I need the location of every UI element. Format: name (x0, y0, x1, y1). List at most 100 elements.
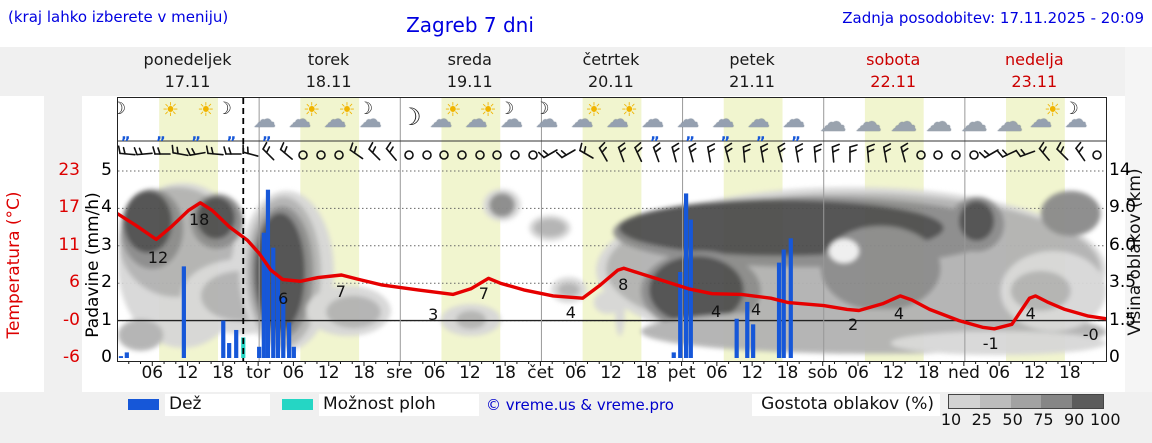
wind-calm-icon (311, 144, 331, 164)
rain-bar (745, 301, 750, 358)
wind-barb-icon (752, 143, 772, 164)
shower-bar (241, 337, 246, 358)
rain-bar (227, 343, 232, 358)
weather-icon-cloud-rain: ☁ „ (745, 101, 779, 142)
temp-value-label: 4 (894, 304, 904, 323)
weather-icon-moon-cloud: ☽ ☁ (498, 101, 532, 141)
wind-barb-icon (893, 142, 913, 164)
wind-barb-icon (346, 142, 366, 164)
wind-barb-icon (699, 143, 719, 164)
wind-barb-icon (823, 143, 843, 164)
cloud-icon: ☁ (1029, 107, 1053, 133)
rain-bar (265, 189, 271, 358)
wind-calm-icon (434, 144, 454, 164)
cloud-tick-14: 14 (1109, 160, 1131, 180)
wind-calm-icon (964, 144, 984, 164)
time-label-12: 12 (459, 363, 481, 383)
wind-barb-icon (538, 144, 560, 164)
weather-icon-sun-cloud: ☀ ☁ (569, 101, 603, 141)
day-date: 22.11 (870, 72, 917, 91)
meteogram-plot: 12 18 6 7 3 7 4 8 4 4 2 4 -1 4 -0 (118, 98, 1106, 361)
wind-barb-icon (276, 142, 296, 164)
temp-tick-11: 11 (58, 234, 80, 255)
wind-calm-icon (470, 144, 490, 164)
wind-barb-icon (611, 142, 631, 164)
rain-bar (281, 296, 286, 358)
moon-icon: ☽ (118, 101, 126, 118)
day-header-ponedeljek: ponedeljek 17.11 (117, 49, 258, 95)
wind-barb-icon (152, 144, 172, 164)
time-label-ned: ned (947, 363, 980, 383)
rain-bar (287, 322, 292, 358)
moon-icon: ☽ (534, 99, 550, 119)
wind-barb-icon (997, 144, 1019, 164)
rain-drops-icon: „ (791, 125, 803, 143)
temp-value-label: 7 (336, 282, 346, 301)
day-name: sobota (866, 50, 921, 69)
wind-calm-icon (329, 144, 349, 164)
weather-icon-cloud: ☁ (921, 101, 955, 141)
wind-calm-icon (911, 144, 931, 164)
day-name: petek (729, 50, 775, 69)
temp-value-label: 3 (428, 305, 438, 324)
day-name: nedelja (1004, 50, 1064, 69)
rain-bar (221, 320, 226, 358)
time-label-12: 12 (882, 363, 905, 383)
wind-calm-icon (293, 144, 313, 164)
time-label-06: 06 (706, 363, 728, 383)
time-label-18: 18 (917, 363, 940, 383)
wind-calm-icon (946, 144, 966, 164)
cloud-icon: ☁ (819, 107, 847, 138)
rain-drops-icon: „ (685, 125, 697, 143)
precip-tick-1: 1 (101, 309, 112, 330)
temp-value-label: 4 (751, 300, 761, 319)
wind-barb-icon (593, 141, 613, 164)
time-label-18: 18 (776, 363, 799, 383)
precip-tick-3: 3 (101, 234, 112, 255)
day-header-petek: petek 21.11 (682, 49, 823, 95)
wind-barb-icon (681, 142, 701, 164)
density-tick-10: 10 (940, 410, 962, 429)
weather-icon-cloud: ☁ (886, 101, 920, 141)
time-label-18: 18 (635, 363, 658, 383)
precip-tick-0: 0 (101, 347, 112, 367)
temp-value-label: 4 (711, 302, 721, 321)
temp-value-label: -1 (983, 334, 999, 353)
cloud-tick-3.5: 3.5 (1109, 272, 1137, 293)
page-title: Zagreb 7 dni (406, 13, 534, 37)
precip-tick-4: 4 (101, 197, 112, 218)
wind-barb-icon (240, 144, 260, 164)
temp-value-label: -0 (1083, 325, 1099, 344)
sun-icon: ☀ (338, 99, 356, 121)
time-label-18: 18 (1059, 363, 1081, 383)
weather-icon-cloud: ☁ (851, 101, 885, 141)
weather-icon-cloud: ☁ (992, 101, 1026, 141)
cloud-icon: ☁ (641, 107, 665, 133)
wind-barb-icon (646, 142, 666, 164)
credit-link[interactable]: © vreme.us & vreme.pro (486, 396, 674, 414)
weather-icon-cloud-rain: ☁ „ (639, 101, 673, 142)
weather-icon-cloud: ☁ (816, 101, 850, 141)
menu-hint-link[interactable]: (kraj lahko izberete v meniju) (8, 8, 229, 26)
sun-icon: ☀ (162, 99, 180, 121)
wind-barb-icon (770, 142, 790, 164)
rain-bar (118, 356, 124, 358)
shower-legend-label: Možnost ploh (319, 394, 479, 416)
weather-icon-moon-cloud: ☽ ☁ (1063, 101, 1097, 141)
wind-barb-icon (1070, 141, 1090, 164)
wind-barb-icon (258, 141, 278, 164)
wind-barb-icon (858, 143, 878, 164)
wind-barb-icon (1034, 141, 1054, 164)
wind-barb-icon (734, 143, 754, 164)
cloud-icon: ☁ (890, 107, 918, 138)
wind-barb-icon (170, 144, 190, 164)
wind-calm-icon (417, 144, 437, 164)
wind-calm-icon (399, 144, 419, 164)
time-label-18: 18 (494, 363, 516, 383)
moon-icon: ☽ (498, 99, 515, 119)
shower-legend-swatch (282, 399, 313, 410)
cloud-icon: ☁ (358, 107, 382, 133)
rain-legend-label: Dež (165, 394, 270, 416)
time-label-18: 18 (353, 363, 375, 383)
wind-calm-icon (452, 144, 472, 164)
